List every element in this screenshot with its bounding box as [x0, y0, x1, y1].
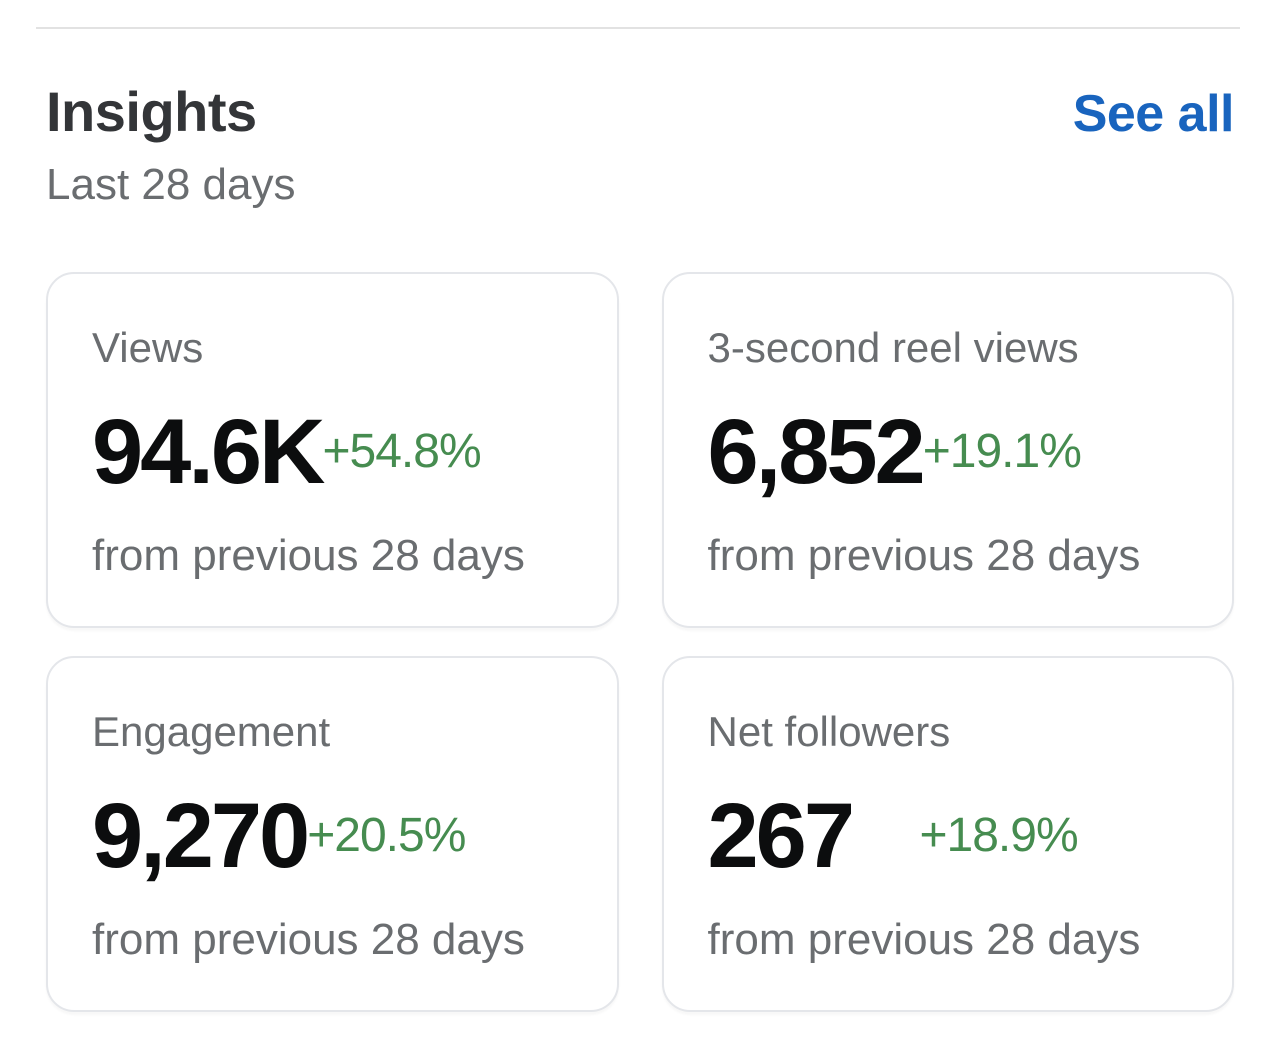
metric-label: Engagement	[92, 708, 331, 755]
metric-card-net-followers[interactable]: Net followers 267 +18.9% from previous 2…	[661, 656, 1234, 1012]
top-divider	[36, 27, 1240, 29]
metric-change-badge: +54.8%	[322, 425, 482, 478]
see-all-link[interactable]: See all	[1072, 85, 1235, 143]
metric-change-badge: +18.9%	[919, 809, 1079, 862]
metric-value-row: 6,852 +19.1%	[708, 402, 1189, 502]
metric-value-row: 9,270 +20.5%	[92, 786, 573, 886]
metric-change-badge: +20.5%	[307, 809, 466, 862]
metric-card-3-second-reel-views[interactable]: 3-second reel views 6,852 +19.1% from pr…	[661, 272, 1234, 628]
metric-change-badge: +19.1%	[922, 425, 1082, 478]
metric-value: 267	[707, 785, 856, 887]
metric-comparison-label: from previous 28 days	[92, 915, 525, 964]
metric-label: Views	[92, 324, 204, 371]
metric-value-row: 267 +18.9%	[708, 786, 1189, 886]
metric-comparison-label: from previous 28 days	[707, 531, 1141, 580]
metric-value-row: 94.6K +54.8%	[92, 402, 573, 502]
date-range-label: Last 28 days	[46, 160, 296, 209]
metrics-grid: Views 94.6K +54.8% from previous 28 days…	[46, 272, 1234, 1012]
metric-card-views[interactable]: Views 94.6K +54.8% from previous 28 days	[46, 272, 619, 628]
metric-value: 94.6K	[92, 401, 325, 503]
metric-value: 9,270	[92, 785, 310, 887]
metric-label: Net followers	[707, 708, 951, 755]
metric-card-engagement[interactable]: Engagement 9,270 +20.5% from previous 28…	[46, 656, 619, 1012]
metric-label: 3-second reel views	[707, 324, 1079, 371]
page-title: Insights	[46, 80, 257, 143]
metric-comparison-label: from previous 28 days	[92, 531, 525, 580]
insights-header: Insights See all	[46, 79, 1235, 144]
metric-comparison-label: from previous 28 days	[707, 915, 1141, 964]
metric-value: 6,852	[707, 401, 926, 503]
